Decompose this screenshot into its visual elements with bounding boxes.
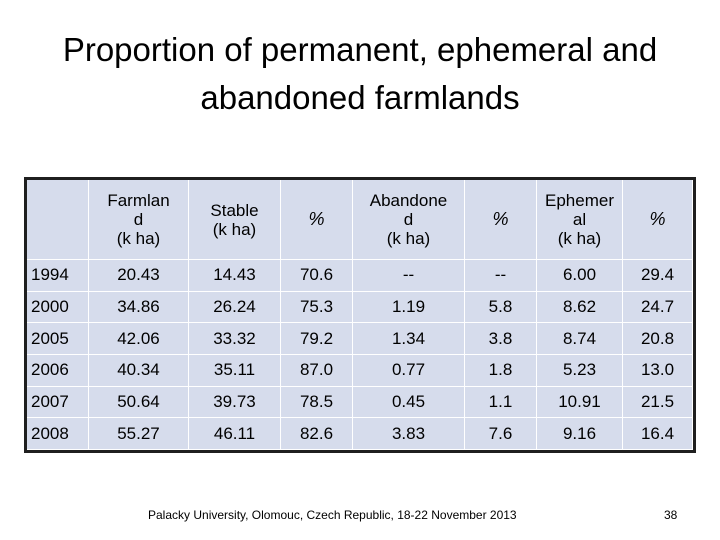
table-cell-year: 2000 bbox=[27, 291, 89, 324]
table-cell: 29.4 bbox=[623, 260, 693, 292]
table-cell: 82.6 bbox=[281, 418, 353, 450]
table-cell-year: 2008 bbox=[27, 418, 89, 450]
table-row: 2006 40.34 35.11 87.0 0.77 1.8 5.23 13.0 bbox=[27, 354, 693, 387]
header-cell-stable-percent: % bbox=[281, 180, 353, 260]
header-line: Farmlan bbox=[107, 191, 170, 210]
table-cell: 6.00 bbox=[537, 260, 623, 292]
table-cell: 26.24 bbox=[189, 291, 281, 324]
header-line: Stable bbox=[210, 200, 259, 220]
table-cell: 78.5 bbox=[281, 386, 353, 419]
table-cell: 1.19 bbox=[353, 291, 465, 324]
table-cell: 79.2 bbox=[281, 323, 353, 355]
header-cell-abandoned-percent: % bbox=[465, 180, 537, 260]
table-cell: 46.11 bbox=[189, 418, 281, 450]
table-cell: 7.6 bbox=[465, 418, 537, 450]
header-line: (k ha) bbox=[116, 229, 161, 248]
table-cell-year: 2005 bbox=[27, 323, 89, 355]
header-line: Ephemer bbox=[545, 191, 614, 210]
table-row: 2000 34.86 26.24 75.3 1.19 5.8 8.62 24.7 bbox=[27, 291, 693, 324]
header-line: % bbox=[492, 209, 509, 229]
table-cell: 13.0 bbox=[623, 354, 693, 387]
slide-title-line-2: abandoned farmlands bbox=[200, 79, 520, 116]
header-line: Abandone bbox=[369, 191, 448, 210]
table-row: 2005 42.06 33.32 79.2 1.34 3.8 8.74 20.8 bbox=[27, 323, 693, 355]
table-cell: 39.73 bbox=[189, 386, 281, 419]
table-cell: 20.43 bbox=[89, 260, 189, 292]
header-line: al bbox=[572, 210, 587, 229]
table-cell: 55.27 bbox=[89, 418, 189, 450]
header-line: % bbox=[308, 209, 325, 229]
table-cell: 42.06 bbox=[89, 323, 189, 355]
slide-title-line-1: Proportion of permanent, ephemeral and bbox=[62, 31, 658, 68]
table-cell-year: 1994 bbox=[27, 260, 89, 292]
table-cell: 5.23 bbox=[537, 354, 623, 387]
header-cell-stable: Stable (k ha) bbox=[189, 180, 281, 260]
table-cell: 34.86 bbox=[89, 291, 189, 324]
table-cell: 21.5 bbox=[623, 386, 693, 419]
table-cell: 87.0 bbox=[281, 354, 353, 387]
farmland-table: Farmlan d (k ha) Stable (k ha) % Abandon… bbox=[27, 180, 693, 450]
header-cell-ephemeral: Ephemer al (k ha) bbox=[537, 180, 623, 260]
table-row: 1994 20.43 14.43 70.6 -- -- 6.00 29.4 bbox=[27, 260, 693, 292]
table-cell: 40.34 bbox=[89, 354, 189, 387]
table-cell: 35.11 bbox=[189, 354, 281, 387]
table-row: 2007 50.64 39.73 78.5 0.45 1.1 10.91 21.… bbox=[27, 386, 693, 419]
header-cell-farmland: Farmlan d (k ha) bbox=[89, 180, 189, 260]
table-cell: 8.74 bbox=[537, 323, 623, 355]
table-cell: 50.64 bbox=[89, 386, 189, 419]
header-line: (k ha) bbox=[386, 229, 431, 248]
header-cell-abandoned: Abandone d (k ha) bbox=[353, 180, 465, 260]
table-cell: 5.8 bbox=[465, 291, 537, 324]
table-cell-year: 2007 bbox=[27, 386, 89, 419]
table-header-row: Farmlan d (k ha) Stable (k ha) % Abandon… bbox=[27, 180, 693, 260]
page-number: 38 bbox=[664, 508, 678, 522]
slide-title: Proportion of permanent, ephemeral and a… bbox=[0, 26, 720, 122]
table-cell: 70.6 bbox=[281, 260, 353, 292]
header-line: d bbox=[403, 210, 414, 229]
table-cell: 1.1 bbox=[465, 386, 537, 419]
table-cell: 20.8 bbox=[623, 323, 693, 355]
table-cell: 8.62 bbox=[537, 291, 623, 324]
header-line: (k ha) bbox=[557, 229, 602, 248]
header-line: % bbox=[649, 209, 666, 229]
slide-footer: Palacky University, Olomouc, Czech Repub… bbox=[148, 508, 517, 522]
table-cell: -- bbox=[353, 260, 465, 292]
table-cell: 3.83 bbox=[353, 418, 465, 450]
table-cell: 3.8 bbox=[465, 323, 537, 355]
table-cell: 0.45 bbox=[353, 386, 465, 419]
table-cell: -- bbox=[465, 260, 537, 292]
table-cell: 1.8 bbox=[465, 354, 537, 387]
table-cell: 75.3 bbox=[281, 291, 353, 324]
table-cell: 1.34 bbox=[353, 323, 465, 355]
header-line: (k ha) bbox=[212, 219, 257, 239]
table-cell: 10.91 bbox=[537, 386, 623, 419]
table-cell: 33.32 bbox=[189, 323, 281, 355]
table-cell: 9.16 bbox=[537, 418, 623, 450]
header-cell-year bbox=[27, 180, 89, 260]
farmland-table-frame: Farmlan d (k ha) Stable (k ha) % Abandon… bbox=[24, 177, 696, 453]
table-cell: 14.43 bbox=[189, 260, 281, 292]
table-row: 2008 55.27 46.11 82.6 3.83 7.6 9.16 16.4 bbox=[27, 418, 693, 450]
header-cell-ephemeral-percent: % bbox=[623, 180, 693, 260]
header-line: d bbox=[133, 210, 144, 229]
table-cell: 24.7 bbox=[623, 291, 693, 324]
table-cell-year: 2006 bbox=[27, 354, 89, 387]
table-cell: 0.77 bbox=[353, 354, 465, 387]
table-cell: 16.4 bbox=[623, 418, 693, 450]
